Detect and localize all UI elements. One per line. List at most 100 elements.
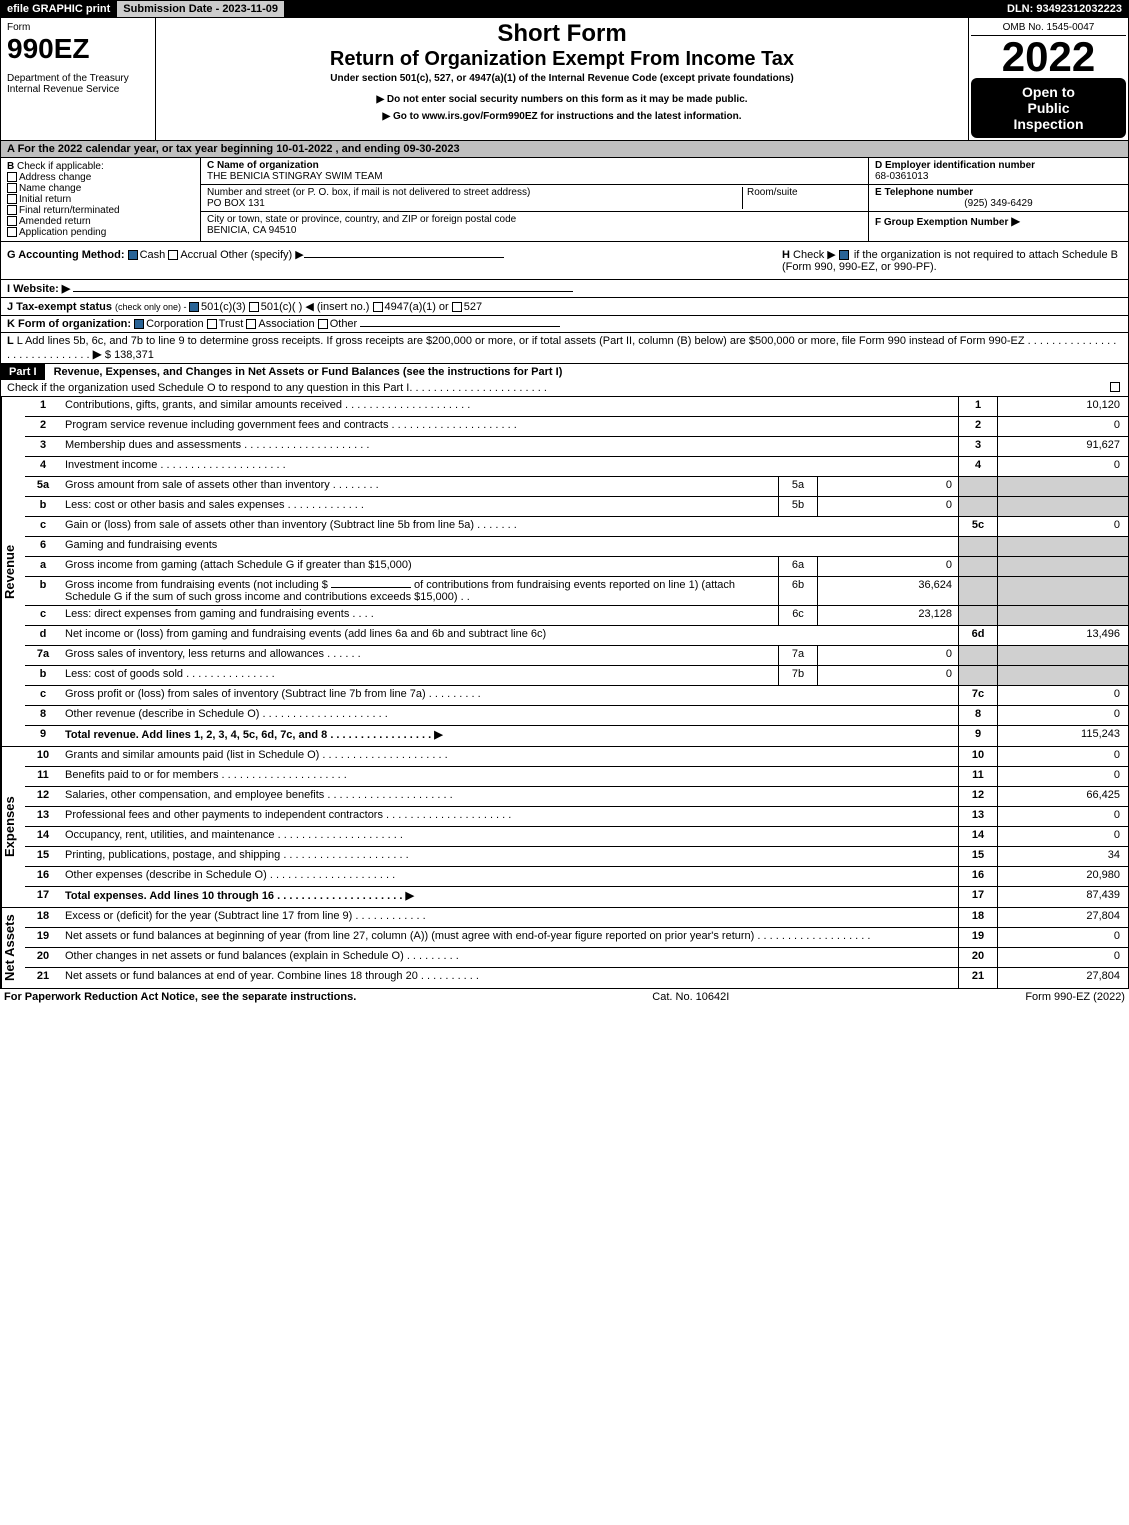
amended-return-checkbox[interactable] <box>7 216 17 226</box>
final-return-checkbox[interactable] <box>7 205 17 215</box>
line-value: 0 <box>998 706 1128 725</box>
line-num: 17 <box>25 887 61 907</box>
line-ref: 14 <box>958 827 998 846</box>
line-num: c <box>25 686 61 705</box>
line-value: 0 <box>998 457 1128 476</box>
line-num: 2 <box>25 417 61 436</box>
city-label: City or town, state or province, country… <box>207 214 862 225</box>
accounting-method-label: G Accounting Method: <box>7 249 125 261</box>
501c-checkbox[interactable] <box>249 302 259 312</box>
line-ref: 17 <box>958 887 998 907</box>
line-desc: Less: cost of goods sold . . . . . . . .… <box>61 666 778 685</box>
efile-print[interactable]: efile GRAPHIC print <box>1 1 117 17</box>
501c3-checkbox[interactable] <box>189 302 199 312</box>
short-form-title: Short Form <box>166 20 958 48</box>
part1-title: Revenue, Expenses, and Changes in Net As… <box>48 364 569 380</box>
addr-change-checkbox[interactable] <box>7 172 17 182</box>
line-desc: Gaming and fundraising events <box>61 537 958 556</box>
phone-label: E Telephone number <box>875 187 1122 198</box>
paperwork-notice: For Paperwork Reduction Act Notice, see … <box>4 991 356 1003</box>
line-value: 20,980 <box>998 867 1128 886</box>
mid-line-value: 0 <box>818 497 958 516</box>
contrib-input[interactable] <box>331 587 411 588</box>
line-num: 19 <box>25 928 61 947</box>
mid-line-ref: 6a <box>778 557 818 576</box>
line-value: 0 <box>998 747 1128 766</box>
gray-cell <box>958 537 998 556</box>
assoc-checkbox[interactable] <box>246 319 256 329</box>
phone: (925) 349-6429 <box>875 198 1122 209</box>
org-name: THE BENICIA STINGRAY SWIM TEAM <box>207 171 862 182</box>
line-ref: 12 <box>958 787 998 806</box>
b-label: B <box>7 161 14 172</box>
dept-treasury: Department of the Treasury Internal Reve… <box>7 73 149 95</box>
line-ref: 11 <box>958 767 998 786</box>
gray-cell <box>958 666 998 685</box>
l-arrow-icon: ▶ <box>93 347 102 361</box>
street-label: Number and street (or P. O. box, if mail… <box>207 187 742 198</box>
group-exemption-label: F Group Exemption Number <box>875 217 1008 228</box>
line-ref: 5c <box>958 517 998 536</box>
gray-cell <box>958 477 998 496</box>
other-org-input[interactable] <box>360 326 560 327</box>
app-pending-checkbox[interactable] <box>7 227 17 237</box>
mid-line-value: 0 <box>818 666 958 685</box>
dln: DLN: 93492312032223 <box>1001 1 1128 17</box>
name-change-checkbox[interactable] <box>7 183 17 193</box>
expenses-vertical-label: Expenses <box>1 747 25 907</box>
group-arrow-icon: ▶ <box>1011 214 1020 228</box>
line-ref: 10 <box>958 747 998 766</box>
line-desc: Membership dues and assessments <box>61 437 958 456</box>
corp-checkbox[interactable] <box>134 319 144 329</box>
line-num: b <box>25 577 61 605</box>
ein-label: D Employer identification number <box>875 160 1122 171</box>
527-checkbox[interactable] <box>452 302 462 312</box>
line-value: 66,425 <box>998 787 1128 806</box>
org-info-row: B Check if applicable: Address change Na… <box>0 158 1129 242</box>
section-h: H Check ▶ if the organization is not req… <box>782 248 1122 273</box>
cash-checkbox[interactable] <box>128 250 138 260</box>
mid-line-ref: 7b <box>778 666 818 685</box>
mid-line-ref: 5a <box>778 477 818 496</box>
trust-checkbox[interactable] <box>207 319 217 329</box>
4947-label: 4947(a)(1) or <box>385 301 449 313</box>
line-num: 13 <box>25 807 61 826</box>
line-value: 34 <box>998 847 1128 866</box>
line-value: 0 <box>998 686 1128 705</box>
schedule-b-checkbox[interactable] <box>839 250 849 260</box>
line-ref: 3 <box>958 437 998 456</box>
line-desc: Other revenue (describe in Schedule O) <box>61 706 958 725</box>
l-text: L Add lines 5b, 6c, and 7b to line 9 to … <box>17 335 1025 347</box>
gray-cell <box>958 646 998 665</box>
other-specify-input[interactable] <box>304 257 504 258</box>
initial-return-checkbox[interactable] <box>7 194 17 204</box>
line-ref: 9 <box>958 726 998 746</box>
line-value: 0 <box>998 807 1128 826</box>
4947-checkbox[interactable] <box>373 302 383 312</box>
line-desc: Total expenses. Add lines 10 through 16 … <box>61 887 958 907</box>
catalog-number: Cat. No. 10642I <box>652 991 729 1003</box>
section-g: G Accounting Method: Cash Accrual Other … <box>7 248 782 273</box>
gray-cell <box>998 557 1128 576</box>
line-num: 18 <box>25 908 61 927</box>
line-ref: 19 <box>958 928 998 947</box>
line-num: 9 <box>25 726 61 746</box>
line-desc: Contributions, gifts, grants, and simila… <box>61 397 958 416</box>
website-input[interactable] <box>73 291 573 292</box>
netassets-vertical-label: Net Assets <box>1 908 25 988</box>
line-desc: Less: direct expenses from gaming and fu… <box>61 606 778 625</box>
line-num: 6 <box>25 537 61 556</box>
line-desc: Other expenses (describe in Schedule O) <box>61 867 958 886</box>
line-desc: Occupancy, rent, utilities, and maintena… <box>61 827 958 846</box>
goto-link[interactable]: ▶ Go to www.irs.gov/Form990EZ for instru… <box>166 111 958 122</box>
form-of-org-label: K Form of organization: <box>7 318 131 330</box>
accrual-checkbox[interactable] <box>168 250 178 260</box>
mid-line-ref: 6b <box>778 577 818 605</box>
line-ref: 7c <box>958 686 998 705</box>
schedule-o-checkbox[interactable] <box>1110 382 1120 392</box>
line-desc: Net assets or fund balances at beginning… <box>61 928 958 947</box>
trust-label: Trust <box>219 318 244 330</box>
gray-cell <box>958 577 998 605</box>
other-org-checkbox[interactable] <box>318 319 328 329</box>
mid-line-value: 36,624 <box>818 577 958 605</box>
